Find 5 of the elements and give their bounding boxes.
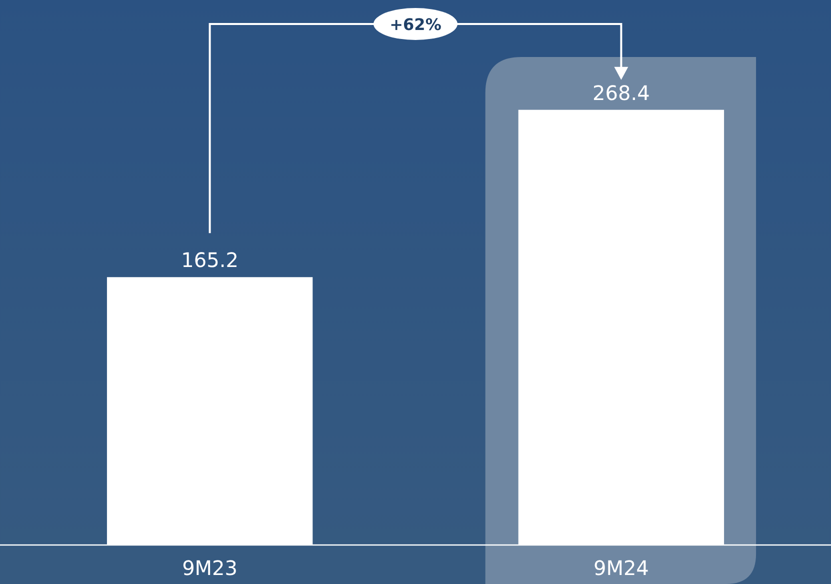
text: +62% <box>390 15 442 34</box>
data-label: 165.2 <box>181 248 238 272</box>
data-label: 268.4 <box>592 80 650 105</box>
x-tick-label: 9M24 <box>593 556 649 580</box>
x-tick-label: 9M23 <box>182 556 238 580</box>
